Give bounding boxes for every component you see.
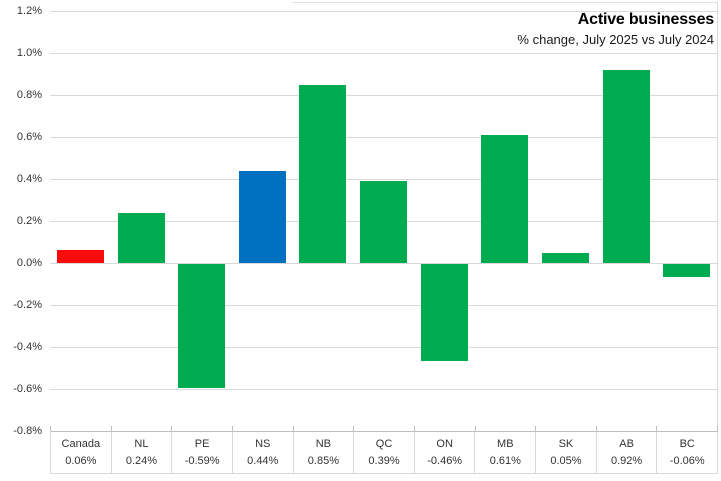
table-column-qc: QC 0.39% [354,432,415,473]
chart-title: Active businesses [577,11,714,28]
category-axis-tick [110,426,112,432]
category-value: 0.92% [610,455,643,468]
gridline [50,53,717,54]
category-axis-tick [50,426,51,432]
bar-nl [117,212,165,263]
category-label: SK [558,437,574,450]
bar-nb [299,84,347,263]
category-data-table: Canada 0.06% NL 0.24% PE -0.59% NS 0.44% NB 0.85%… [50,431,717,474]
bar-qc [360,181,407,263]
category-label: PE [194,437,210,450]
y-axis-tick-label: -0.2% [13,299,42,311]
gridline [50,347,717,348]
category-value: 0.05% [550,455,582,468]
table-column-on: ON -0.46% [415,432,476,473]
category-label: QC [375,437,393,450]
category-value: 0.24% [125,455,158,468]
category-value: 0.61% [489,455,521,468]
category-axis-tick [171,426,173,432]
table-column-pe: PE -0.59% [172,432,233,473]
category-label: BC [679,437,695,450]
gridline [50,305,717,306]
category-label: MB [497,437,514,450]
y-axis-tick-label: 0.4% [16,173,42,185]
category-label: NS [255,437,271,450]
category-label: Canada [61,437,101,450]
category-value: -0.59% [184,455,220,468]
y-axis-tick-label: -0.4% [13,341,42,353]
category-value: -0.06% [669,455,705,468]
category-value: 0.44% [247,455,279,468]
category-value: -0.46% [427,455,463,468]
y-axis-tick-label: -0.8% [13,425,42,437]
bar-on [420,264,468,361]
y-axis-tick-label: -0.6% [13,383,42,395]
category-axis-tick [231,426,233,432]
category-label: NL [134,437,149,450]
gridline [50,263,717,264]
table-column-ns: NS 0.44% [233,432,294,473]
table-column-nl: NL 0.24% [112,432,173,473]
sheet-cell-border-right [717,2,718,474]
bar-mb [481,134,529,263]
category-axis-tick [535,426,537,432]
y-axis-tick-label: 0.0% [16,257,42,269]
y-axis-tick-label: 0.2% [16,215,42,227]
bar-sk [541,252,589,263]
chart-subtitle: % change, July 2025 vs July 2024 [517,32,714,47]
gridline [50,179,717,180]
table-column-bc: BC -0.06% [657,432,717,473]
table-column-nb: NB 0.85% [294,432,355,473]
category-label: ON [436,437,453,450]
category-value: 0.85% [307,455,339,468]
category-axis-tick [595,426,597,432]
category-value: 0.39% [368,455,400,468]
gridline [50,11,717,12]
table-column-canada: Canada 0.06% [51,432,112,473]
gridline [50,137,717,138]
bar-pe [178,264,226,388]
category-axis-tick [292,426,294,432]
category-axis-tick [353,426,355,432]
category-axis-tick [413,426,415,432]
table-column-mb: MB 0.61% [475,432,537,473]
category-value: 0.06% [65,455,97,468]
gridline [50,95,717,96]
table-column-sk: SK 0.05% [536,432,597,473]
gridline [50,389,717,390]
table-column-ab: AB 0.92% [597,432,658,473]
category-axis-tick [717,426,718,432]
category-label: NB [315,437,332,450]
category-axis-tick [656,426,658,432]
bar-bc [663,264,711,277]
category-label: AB [619,437,634,450]
y-axis-tick-label: 1.0% [16,47,42,59]
category-axis-tick [474,426,476,432]
bar-ns [238,170,286,263]
y-axis-tick-label: 0.8% [16,89,42,101]
y-axis-tick-label: 1.2% [16,5,42,17]
sheet-cell-border-top [292,2,717,3]
bar-canada [56,250,104,263]
y-axis-tick-label: 0.6% [16,131,42,143]
bar-ab [602,69,650,263]
